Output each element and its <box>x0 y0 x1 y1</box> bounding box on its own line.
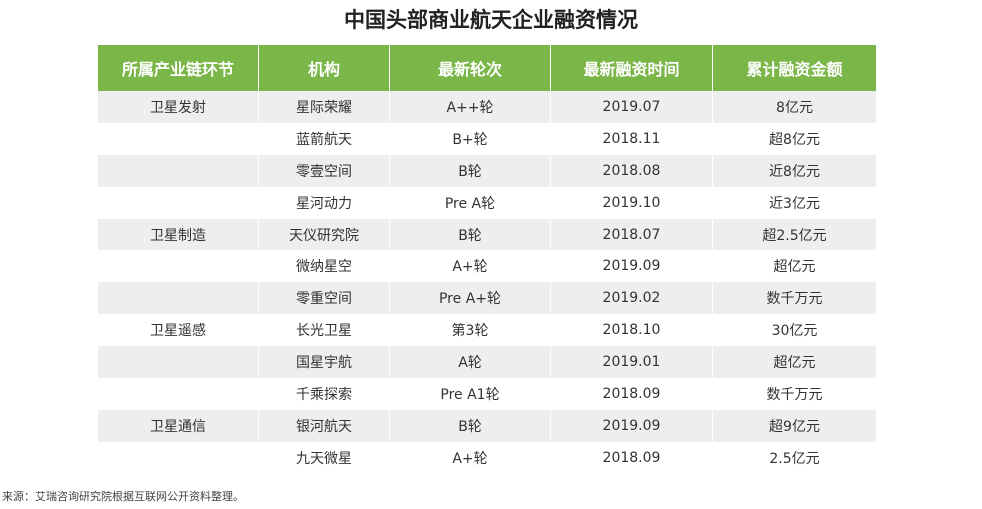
table-row: 零重空间 Pre A+轮 2019.02 数千万元 <box>98 282 876 315</box>
table-body: 卫星发射 星际荣耀 A++轮 2019.07 8亿元 蓝箭航天 B+轮 2018.11 超8亿元… <box>98 91 876 474</box>
segment-cell <box>98 154 259 187</box>
table-row: 国星宇航 A轮 2019.01 超亿元 <box>98 346 876 379</box>
round-cell: B轮 <box>390 218 551 251</box>
header-organization: 机构 <box>259 45 390 91</box>
header-total-amount: 累计融资金额 <box>713 45 876 91</box>
round-cell: A+轮 <box>390 250 551 283</box>
round-cell: B轮 <box>390 154 551 187</box>
date-cell: 2018.07 <box>551 218 713 251</box>
amount-cell: 30亿元 <box>713 314 876 347</box>
amount-cell: 超9亿元 <box>713 409 876 442</box>
table-row: 微纳星空 A+轮 2019.09 超亿元 <box>98 250 876 283</box>
segment-cell: 卫星遥感 <box>98 314 259 347</box>
round-cell: Pre A轮 <box>390 186 551 219</box>
amount-cell: 超亿元 <box>713 250 876 283</box>
organization-cell: 千乘探索 <box>259 378 390 410</box>
table-row: 卫星通信 银河航天 B轮 2019.09 超9亿元 <box>98 409 876 442</box>
segment-cell <box>98 250 259 283</box>
segment-cell <box>98 378 259 410</box>
organization-cell: 零重空间 <box>259 282 390 315</box>
date-cell: 2018.11 <box>551 122 713 155</box>
amount-cell: 近3亿元 <box>713 186 876 219</box>
amount-cell: 8亿元 <box>713 91 876 123</box>
header-industry-segment: 所属产业链环节 <box>98 45 259 91</box>
date-cell: 2018.09 <box>551 378 713 410</box>
organization-cell: 蓝箭航天 <box>259 122 390 155</box>
organization-cell: 零壹空间 <box>259 154 390 187</box>
organization-cell: 国星宇航 <box>259 346 390 379</box>
organization-cell: 天仪研究院 <box>259 218 390 251</box>
organization-cell: 星河动力 <box>259 186 390 219</box>
date-cell: 2018.09 <box>551 441 713 474</box>
segment-cell: 卫星制造 <box>98 218 259 251</box>
segment-cell: 卫星发射 <box>98 91 259 123</box>
date-cell: 2019.07 <box>551 91 713 123</box>
round-cell: 第3轮 <box>390 314 551 347</box>
source-note: 来源：艾瑞咨询研究院根据互联网公开资料整理。 <box>2 490 244 503</box>
amount-cell: 超亿元 <box>713 346 876 379</box>
date-cell: 2018.08 <box>551 154 713 187</box>
segment-cell: 卫星通信 <box>98 409 259 442</box>
date-cell: 2019.09 <box>551 409 713 442</box>
table-row: 星河动力 Pre A轮 2019.10 近3亿元 <box>98 186 876 219</box>
organization-cell: 银河航天 <box>259 409 390 442</box>
amount-cell: 超2.5亿元 <box>713 218 876 251</box>
date-cell: 2018.10 <box>551 314 713 347</box>
segment-cell <box>98 186 259 219</box>
segment-cell <box>98 441 259 474</box>
table-row: 卫星制造 天仪研究院 B轮 2018.07 超2.5亿元 <box>98 218 876 251</box>
date-cell: 2019.01 <box>551 346 713 379</box>
table-row: 卫星遥感 长光卫星 第3轮 2018.10 30亿元 <box>98 314 876 347</box>
page-title: 中国头部商业航天企业融资情况 <box>344 8 638 32</box>
organization-cell: 长光卫星 <box>259 314 390 347</box>
date-cell: 2019.10 <box>551 186 713 219</box>
organization-cell: 星际荣耀 <box>259 91 390 123</box>
amount-cell: 数千万元 <box>713 282 876 315</box>
round-cell: A++轮 <box>390 91 551 123</box>
amount-cell: 超8亿元 <box>713 122 876 155</box>
segment-cell <box>98 282 259 315</box>
organization-cell: 微纳星空 <box>259 250 390 283</box>
round-cell: Pre A+轮 <box>390 282 551 315</box>
amount-cell: 数千万元 <box>713 378 876 410</box>
round-cell: B+轮 <box>390 122 551 155</box>
financing-table: 所属产业链环节 机构 最新轮次 最新融资时间 累计融资金额 卫星发射 星际荣耀 A+… <box>98 45 876 474</box>
amount-cell: 2.5亿元 <box>713 441 876 474</box>
table-row: 零壹空间 B轮 2018.08 近8亿元 <box>98 154 876 187</box>
segment-cell <box>98 346 259 379</box>
round-cell: B轮 <box>390 409 551 442</box>
date-cell: 2019.02 <box>551 282 713 315</box>
organization-cell: 九天微星 <box>259 441 390 474</box>
round-cell: A+轮 <box>390 441 551 474</box>
table-row: 千乘探索 Pre A1轮 2018.09 数千万元 <box>98 378 876 410</box>
segment-cell <box>98 122 259 155</box>
table-row: 蓝箭航天 B+轮 2018.11 超8亿元 <box>98 122 876 155</box>
table-row: 卫星发射 星际荣耀 A++轮 2019.07 8亿元 <box>98 91 876 123</box>
table-row: 九天微星 A+轮 2018.09 2.5亿元 <box>98 441 876 474</box>
round-cell: A轮 <box>390 346 551 379</box>
round-cell: Pre A1轮 <box>390 378 551 410</box>
date-cell: 2019.09 <box>551 250 713 283</box>
header-latest-date: 最新融资时间 <box>551 45 713 91</box>
header-latest-round: 最新轮次 <box>390 45 551 91</box>
amount-cell: 近8亿元 <box>713 154 876 187</box>
table-header-row: 所属产业链环节 机构 最新轮次 最新融资时间 累计融资金额 <box>98 45 876 91</box>
